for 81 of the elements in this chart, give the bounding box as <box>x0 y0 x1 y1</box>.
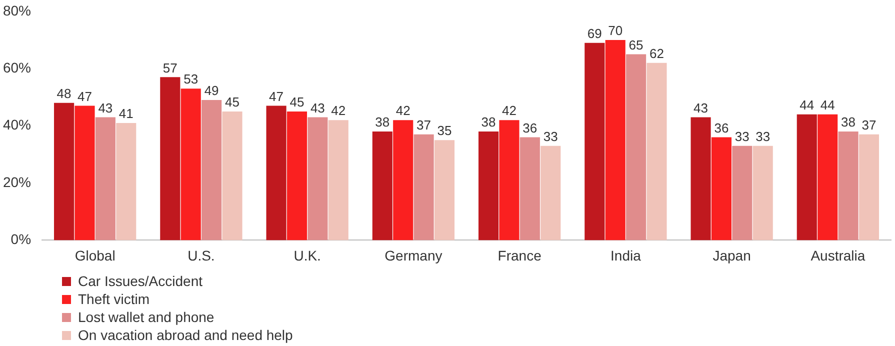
bar <box>160 77 180 240</box>
bar <box>690 117 711 240</box>
data-label: 43 <box>98 100 113 116</box>
y-tick-label: 20% <box>2 174 32 190</box>
data-label: 53 <box>184 72 198 87</box>
bar <box>308 117 328 240</box>
data-label: 65 <box>628 37 644 52</box>
bar <box>393 120 414 240</box>
data-label: 33 <box>543 128 558 144</box>
bar <box>646 62 667 240</box>
data-label: 38 <box>841 114 856 130</box>
bar <box>372 132 392 240</box>
data-label: 47 <box>78 88 92 104</box>
bar <box>434 140 455 240</box>
data-label: 41 <box>118 106 134 122</box>
data-label: 36 <box>522 120 538 136</box>
bar <box>732 146 752 240</box>
data-label: 33 <box>734 128 750 144</box>
data-label: 45 <box>225 94 240 110</box>
bar <box>328 120 348 240</box>
x-tick-label: Global <box>74 247 116 264</box>
x-tick-label: Germany <box>384 247 442 264</box>
data-label: 33 <box>756 128 770 144</box>
legend-label: On vacation abroad and need help <box>78 326 293 344</box>
legend-label: Theft victim <box>78 290 150 308</box>
x-tick-label: Australia <box>810 247 866 264</box>
data-label: 44 <box>800 97 814 112</box>
data-label: 47 <box>269 88 284 104</box>
data-label: 38 <box>481 114 496 130</box>
x-tick-label: France <box>498 247 542 264</box>
data-label: 42 <box>502 103 516 118</box>
data-label: 70 <box>608 23 623 38</box>
data-label: 44 <box>820 97 835 112</box>
bar <box>540 146 561 240</box>
bar <box>180 88 201 240</box>
x-tick-label: India <box>610 247 642 264</box>
bar <box>54 102 74 240</box>
bar <box>499 120 520 240</box>
data-label: 42 <box>331 103 346 118</box>
bar <box>752 146 773 240</box>
y-tick-label: 80% <box>2 2 32 18</box>
bar <box>711 137 732 240</box>
bar <box>838 132 858 240</box>
data-label: 62 <box>650 46 664 61</box>
data-label: 43 <box>310 100 325 116</box>
data-label: 42 <box>396 103 410 118</box>
data-label: 49 <box>204 83 219 98</box>
data-label: 37 <box>416 117 432 132</box>
data-label: 57 <box>162 60 178 76</box>
bar <box>584 42 605 240</box>
bar <box>520 137 540 240</box>
y-tick-label: 40% <box>2 116 32 133</box>
bar <box>222 112 242 240</box>
bar <box>796 114 817 240</box>
bar <box>116 122 136 240</box>
bar <box>626 54 646 240</box>
y-tick-label: 60% <box>2 59 32 76</box>
data-label: 35 <box>437 123 452 138</box>
bar <box>286 112 308 240</box>
x-tick-label: U.S. <box>188 247 215 264</box>
data-label: 37 <box>862 117 876 132</box>
bar <box>414 134 434 240</box>
legend-label: Lost wallet and phone <box>78 308 214 326</box>
data-label: 38 <box>375 114 390 130</box>
x-tick-label: U.K. <box>294 247 321 264</box>
bar <box>818 114 838 240</box>
x-tick-label: Japan <box>712 247 751 264</box>
data-label: 36 <box>714 120 729 136</box>
bar <box>605 40 626 240</box>
data-label: 48 <box>56 86 72 101</box>
legend-label: Car Issues/Accident <box>78 272 202 290</box>
bar <box>478 132 499 240</box>
data-label: 43 <box>694 100 708 116</box>
bar <box>74 106 95 240</box>
bar <box>95 117 116 240</box>
bar <box>858 134 880 240</box>
data-label: 69 <box>587 26 602 41</box>
data-label: 45 <box>290 94 304 110</box>
bar <box>202 100 222 240</box>
bar <box>266 106 286 240</box>
y-tick-label: 0% <box>10 231 32 248</box>
